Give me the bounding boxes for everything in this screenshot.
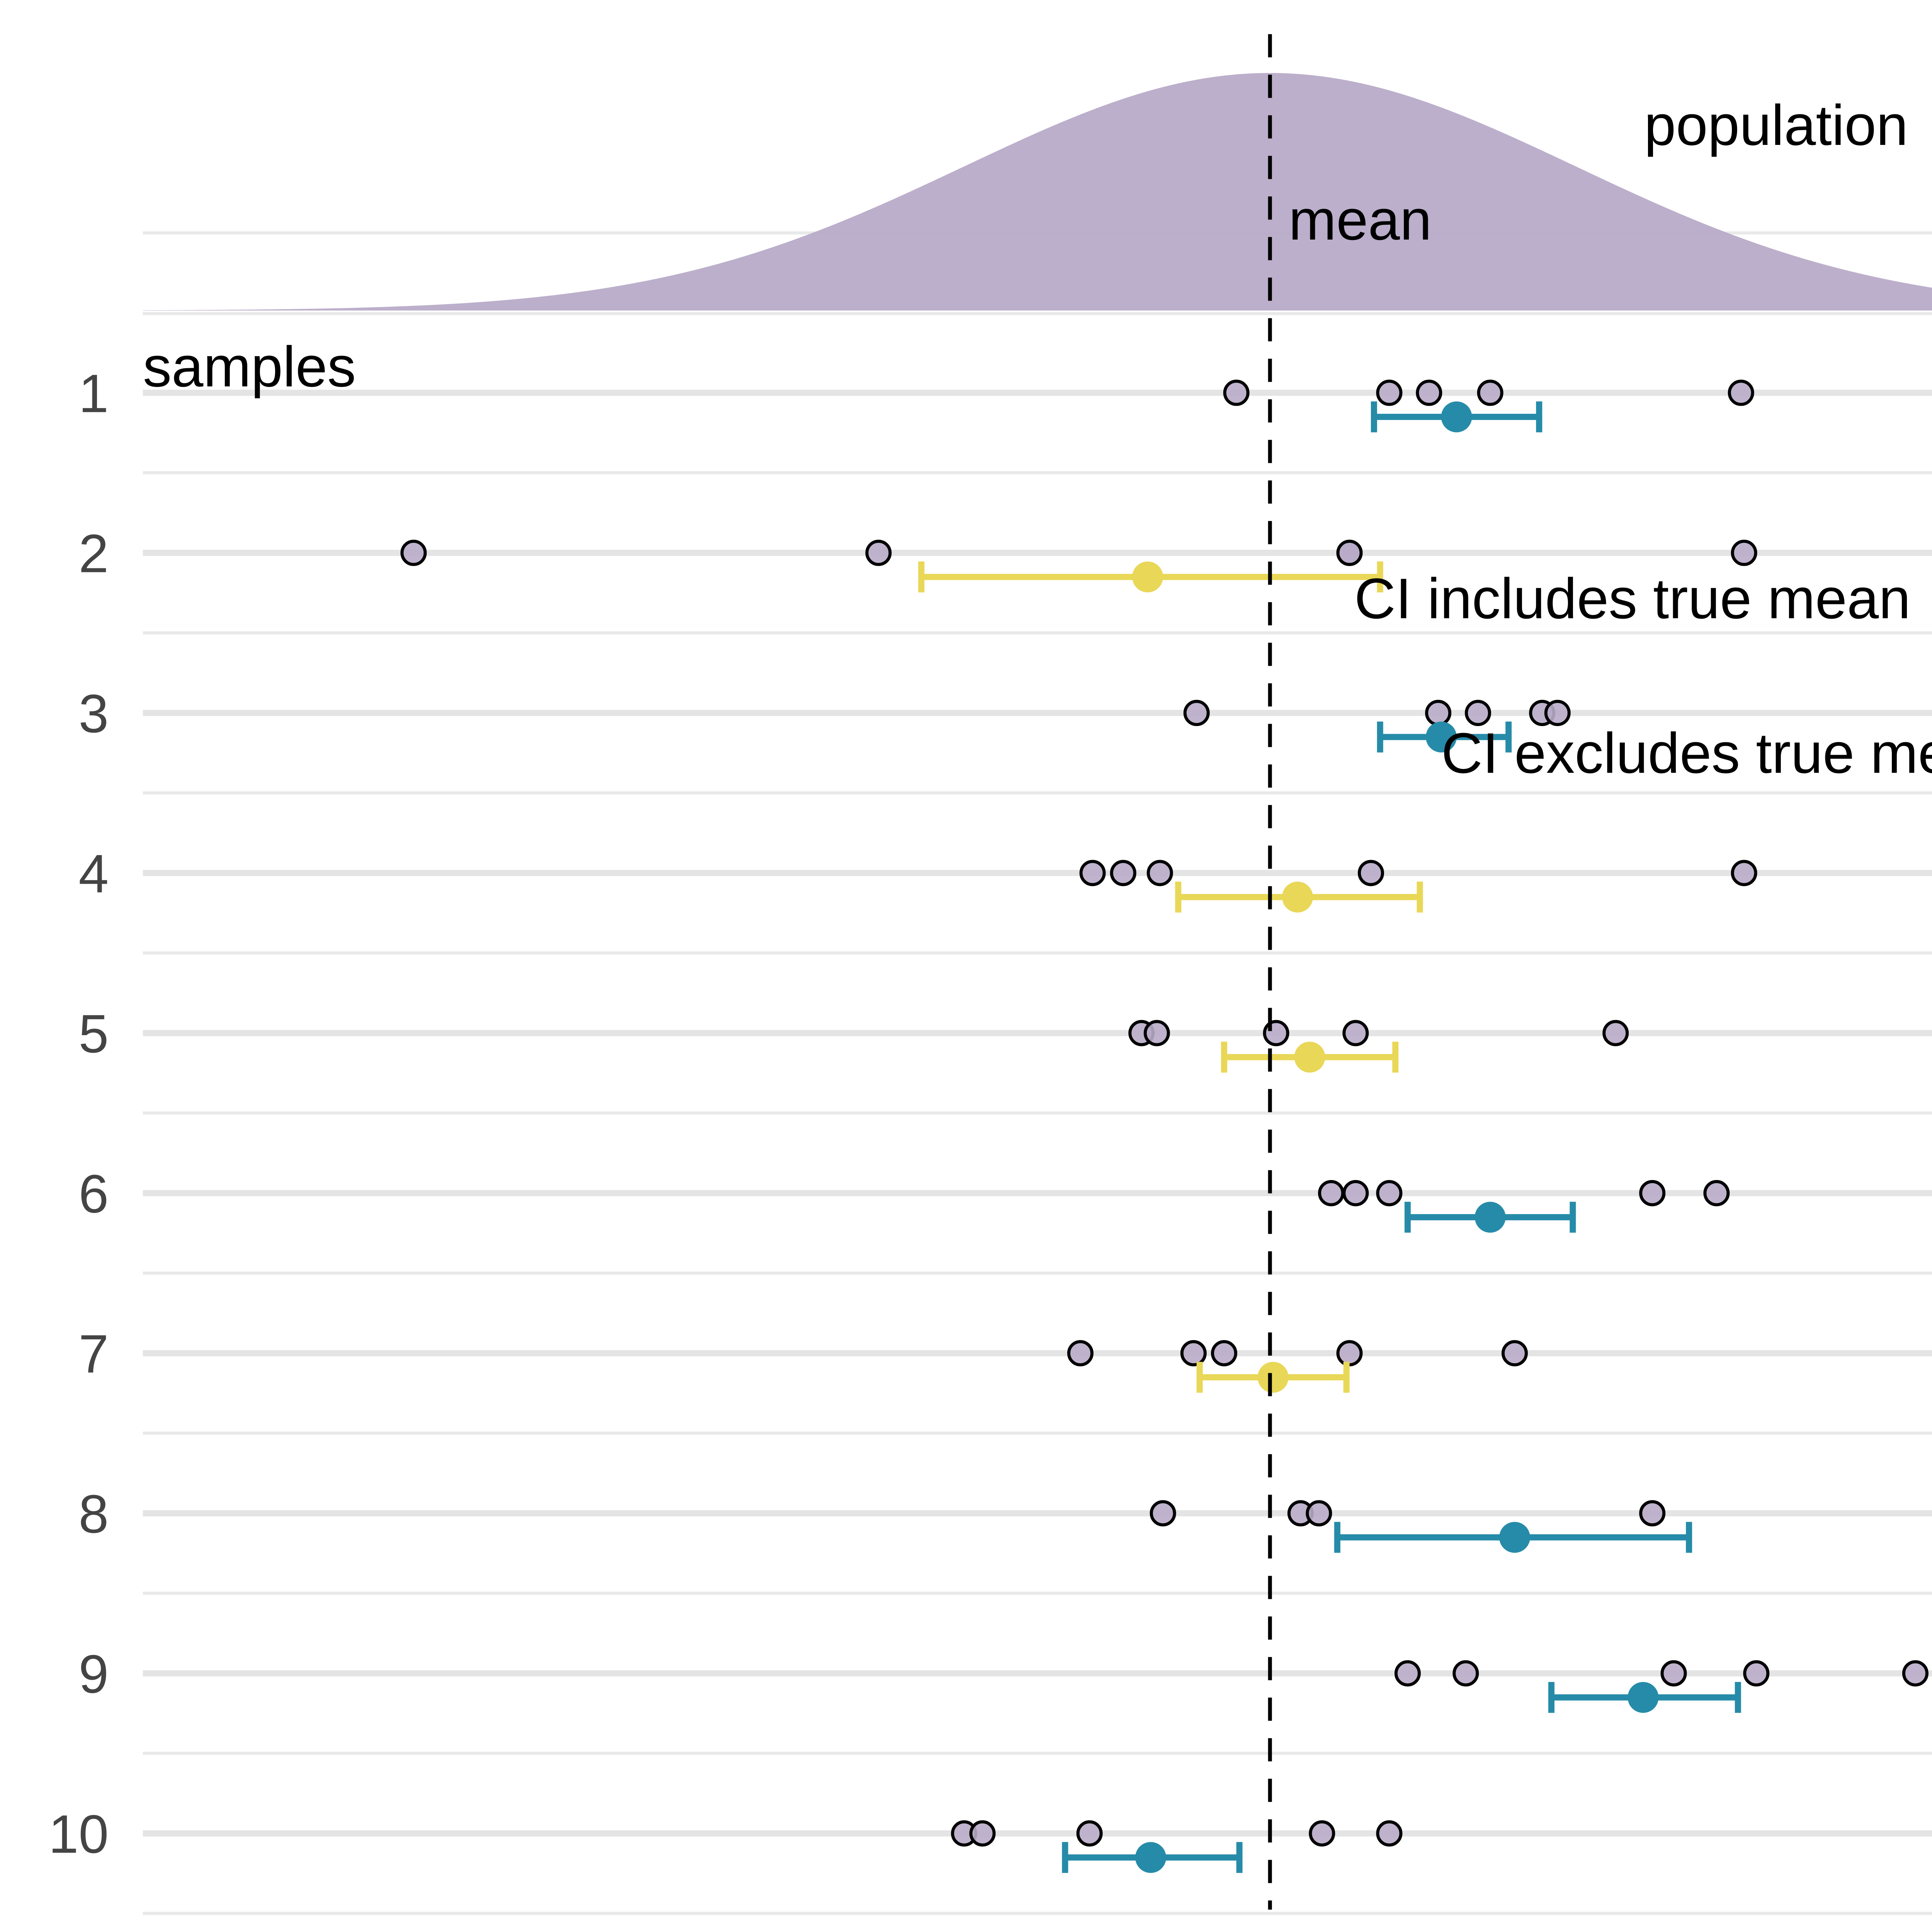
annotation-ci-includes: CI includes true mean	[1354, 567, 1911, 631]
sample-point	[1376, 379, 1403, 406]
y-tick-label: 8	[78, 1483, 109, 1544]
sample-point	[1660, 1660, 1687, 1687]
sample-mean-point	[1257, 1362, 1289, 1393]
sample-point	[1318, 1180, 1345, 1206]
sample-point	[1306, 1500, 1332, 1527]
sample-point	[1336, 539, 1363, 566]
sample-point	[1150, 1500, 1176, 1527]
sample-mean-point	[1132, 561, 1163, 593]
sample-point	[1183, 700, 1210, 726]
sample-row-1	[1223, 379, 1754, 432]
sample-row-9	[1394, 1660, 1929, 1713]
sample-point	[1376, 1180, 1403, 1206]
sample-mean-point	[1425, 721, 1457, 753]
mean-label: mean	[1289, 188, 1432, 252]
sample-point	[400, 539, 427, 566]
sample-point	[1703, 1180, 1730, 1206]
sample-mean-point	[1475, 1202, 1506, 1233]
sample-row-7	[1067, 1340, 1528, 1393]
sample-point	[1211, 1340, 1237, 1367]
sample-row-4	[1079, 860, 1757, 913]
y-tick-label: 4	[78, 843, 109, 904]
sample-row-10	[951, 1820, 1403, 1873]
annotation-ci-excludes: CI excludes true mean	[1441, 721, 1932, 785]
sample-point	[1394, 1660, 1421, 1687]
sample-point	[1743, 1660, 1770, 1687]
sample-point	[865, 539, 892, 566]
sample-point	[1544, 700, 1571, 726]
sample-mean-point	[1135, 1842, 1167, 1873]
sample-point	[1146, 860, 1173, 886]
samples-label: samples	[143, 335, 356, 399]
sample-row-2	[400, 539, 1757, 593]
sample-point	[1223, 379, 1250, 406]
sample-point	[1076, 1820, 1103, 1847]
sample-row-5	[1128, 1020, 1629, 1073]
grid-lines	[143, 231, 1932, 1915]
sample-row-6	[1318, 1180, 1730, 1233]
y-tick-label: 9	[78, 1644, 109, 1704]
sample-marks	[400, 379, 1929, 1873]
y-tick-label: 5	[78, 1003, 109, 1064]
sample-point	[1639, 1180, 1666, 1206]
sample-point	[1110, 860, 1136, 886]
sample-point	[1731, 539, 1757, 566]
sample-point	[1501, 1340, 1528, 1367]
sample-mean-point	[1441, 401, 1472, 432]
sample-point	[1180, 1340, 1207, 1367]
population-label: population	[1644, 94, 1908, 157]
y-tick-labels: 1 2 3 4 5 6 7 8 9 10	[49, 363, 109, 1864]
sample-mean-point	[1294, 1041, 1325, 1073]
sample-point	[1309, 1820, 1335, 1847]
sample-point	[1728, 379, 1754, 406]
sample-point	[1336, 1340, 1363, 1367]
y-tick-label: 6	[78, 1163, 109, 1224]
sample-point	[1342, 1180, 1369, 1206]
sample-point	[1452, 1660, 1479, 1687]
sample-point	[1416, 379, 1442, 406]
population-density	[143, 73, 1932, 311]
sample-point	[1477, 379, 1503, 406]
sample-point	[1639, 1500, 1666, 1527]
sample-point	[1376, 1820, 1403, 1847]
y-tick-label: 3	[78, 683, 109, 744]
sample-point	[1731, 860, 1757, 886]
y-tick-label: 2	[78, 523, 109, 584]
sample-point	[1357, 860, 1384, 886]
y-tick-label: 1	[78, 363, 109, 424]
sample-mean-point	[1499, 1522, 1530, 1553]
sample-point	[1067, 1340, 1094, 1367]
sample-point	[1263, 1020, 1289, 1046]
sample-mean-point	[1628, 1682, 1659, 1713]
y-tick-label: 10	[49, 1804, 109, 1864]
sample-point	[1342, 1020, 1369, 1046]
sample-point	[1602, 1020, 1629, 1046]
sample-point	[1464, 700, 1491, 726]
sample-point	[1902, 1660, 1929, 1687]
sample-row-8	[1150, 1500, 1692, 1553]
sample-mean-point	[1282, 881, 1313, 913]
sample-point	[1143, 1020, 1170, 1046]
sample-point	[969, 1820, 996, 1847]
y-tick-label: 7	[78, 1323, 109, 1384]
sample-point	[1079, 860, 1106, 886]
sample-row-3	[1183, 700, 1571, 753]
